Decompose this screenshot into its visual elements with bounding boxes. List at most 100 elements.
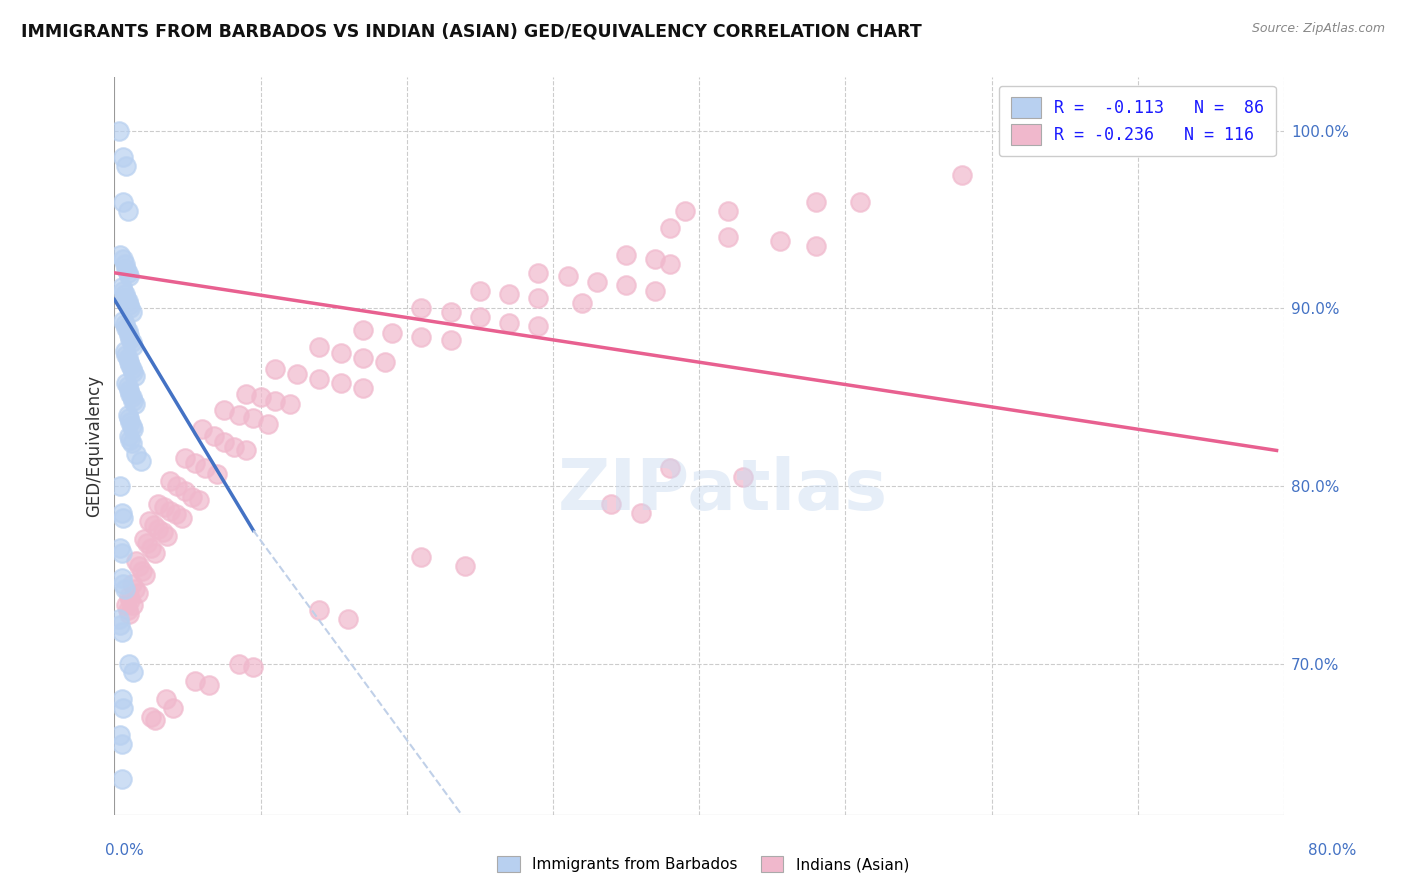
Legend: R =  -0.113   N =  86, R = -0.236   N = 116: R = -0.113 N = 86, R = -0.236 N = 116: [998, 86, 1275, 156]
Text: IMMIGRANTS FROM BARBADOS VS INDIAN (ASIAN) GED/EQUIVALENCY CORRELATION CHART: IMMIGRANTS FROM BARBADOS VS INDIAN (ASIA…: [21, 22, 922, 40]
Point: [112, 701, 135, 715]
Point: [111, 506, 134, 520]
Point: [121, 436, 143, 450]
Point: [159, 474, 181, 488]
Point: [117, 379, 139, 393]
Point: [173, 484, 195, 499]
Point: [644, 284, 666, 298]
Point: [468, 310, 491, 325]
Point: [352, 381, 374, 395]
Point: [142, 518, 165, 533]
Point: [498, 316, 520, 330]
Point: [112, 576, 135, 591]
Point: [600, 497, 623, 511]
Point: [118, 411, 141, 425]
Point: [658, 257, 681, 271]
Point: [122, 422, 145, 436]
Point: [120, 592, 142, 607]
Point: [120, 415, 142, 429]
Point: [557, 269, 579, 284]
Text: Source: ZipAtlas.com: Source: ZipAtlas.com: [1251, 22, 1385, 36]
Point: [111, 624, 134, 639]
Point: [118, 589, 141, 603]
Point: [849, 194, 872, 209]
Point: [228, 657, 250, 671]
Point: [118, 383, 141, 397]
Point: [127, 585, 149, 599]
Point: [115, 291, 138, 305]
Point: [285, 367, 308, 381]
Point: [112, 511, 135, 525]
Point: [110, 728, 132, 742]
Point: [308, 372, 330, 386]
Point: [1156, 124, 1178, 138]
Point: [122, 393, 145, 408]
Point: [117, 408, 139, 422]
Point: [110, 617, 132, 632]
Point: [122, 338, 145, 352]
Point: [585, 275, 607, 289]
Point: [950, 168, 973, 182]
Point: [121, 335, 143, 350]
Point: [337, 612, 360, 626]
Point: [308, 340, 330, 354]
Point: [571, 296, 593, 310]
Point: [115, 262, 138, 277]
Point: [120, 301, 142, 316]
Point: [121, 418, 143, 433]
Point: [114, 257, 136, 271]
Point: [115, 347, 138, 361]
Point: [264, 361, 287, 376]
Point: [139, 541, 162, 555]
Point: [249, 390, 271, 404]
Point: [124, 397, 146, 411]
Point: [717, 203, 740, 218]
Point: [107, 612, 129, 626]
Point: [115, 159, 138, 173]
Point: [118, 429, 141, 443]
Point: [205, 467, 228, 481]
Point: [165, 508, 187, 522]
Point: [614, 278, 637, 293]
Point: [658, 221, 681, 235]
Point: [117, 266, 139, 280]
Point: [112, 314, 135, 328]
Point: [117, 325, 139, 339]
Point: [114, 318, 136, 332]
Point: [166, 479, 188, 493]
Point: [194, 461, 217, 475]
Point: [614, 248, 637, 262]
Point: [112, 252, 135, 266]
Point: [110, 248, 132, 262]
Point: [228, 408, 250, 422]
Point: [242, 660, 264, 674]
Point: [804, 239, 827, 253]
Point: [124, 368, 146, 383]
Point: [118, 657, 141, 671]
Point: [527, 291, 550, 305]
Point: [352, 323, 374, 337]
Point: [114, 343, 136, 358]
Point: [110, 541, 132, 555]
Point: [120, 332, 142, 346]
Point: [731, 470, 754, 484]
Point: [139, 710, 162, 724]
Point: [257, 417, 280, 431]
Point: [118, 607, 141, 621]
Point: [224, 440, 246, 454]
Point: [235, 386, 257, 401]
Point: [143, 714, 166, 728]
Point: [111, 546, 134, 560]
Point: [128, 558, 150, 573]
Point: [129, 454, 152, 468]
Point: [115, 598, 138, 612]
Point: [118, 354, 141, 368]
Point: [630, 506, 652, 520]
Point: [124, 582, 146, 596]
Point: [440, 334, 463, 348]
Point: [121, 361, 143, 376]
Point: [120, 358, 142, 372]
Point: [411, 330, 433, 344]
Point: [202, 429, 225, 443]
Point: [120, 433, 142, 447]
